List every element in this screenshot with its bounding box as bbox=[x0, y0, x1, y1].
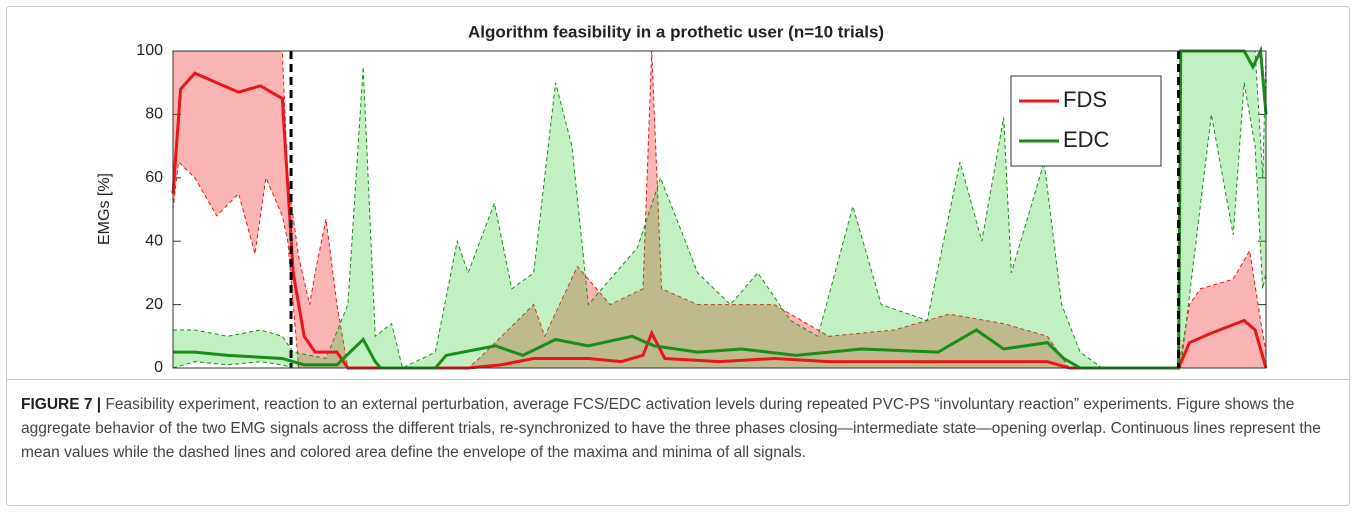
figure-panel: Algorithm feasibility in a prothetic use… bbox=[6, 6, 1350, 506]
legend-label: EDC bbox=[1063, 127, 1110, 152]
y-tick-label: 100 bbox=[136, 42, 163, 59]
y-tick-label: 40 bbox=[145, 232, 163, 249]
envelope-area bbox=[173, 51, 1266, 368]
legend-label: FDS bbox=[1063, 87, 1107, 112]
y-tick-label: 80 bbox=[145, 106, 163, 123]
y-tick-label: 60 bbox=[145, 169, 163, 186]
y-tick-label: 0 bbox=[154, 359, 163, 376]
y-tick-label: 20 bbox=[145, 296, 163, 313]
caption-label: FIGURE 7 | bbox=[21, 396, 102, 413]
legend-box bbox=[1010, 75, 1162, 167]
y-axis-label: EMGs [%] bbox=[96, 173, 113, 245]
chart-title: Algorithm feasibility in a prothetic use… bbox=[468, 22, 884, 41]
divider bbox=[7, 379, 1349, 380]
chart: Algorithm feasibility in a prothetic use… bbox=[96, 22, 1268, 376]
caption-text: Feasibility experiment, reaction to an e… bbox=[21, 396, 1321, 461]
figure-caption: FIGURE 7 | Feasibility experiment, react… bbox=[21, 393, 1337, 465]
plot-frame bbox=[172, 50, 1267, 369]
